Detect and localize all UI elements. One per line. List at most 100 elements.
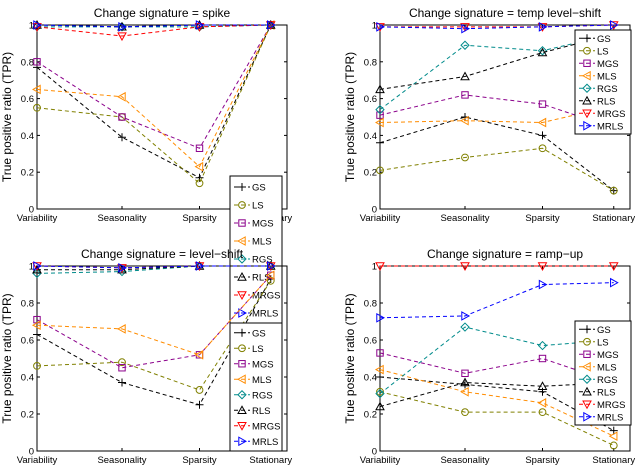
y-tick-label: 0.6 [364,336,377,347]
legend-label: MRLS [597,121,623,132]
legend-box [229,175,283,325]
data-point [460,71,470,81]
data-point [33,362,41,370]
data-point [375,104,385,115]
y-tick-label: 0.2 [21,168,34,179]
data-point [461,380,469,389]
legend-label: MRGS [597,400,626,411]
chart-title: Change signature = temp level−shift [409,6,602,20]
series-ls [376,387,618,450]
legend-marker [583,325,591,334]
series-line [36,24,272,149]
data-point [375,262,385,272]
data-point [610,277,619,288]
legend-marker [237,254,247,264]
data-point [375,401,385,411]
series-line [379,116,615,191]
y-tick-label: 0.2 [364,168,377,179]
x-tick-label: Seasonality [97,455,146,466]
data-point [31,84,41,95]
chart-title: Change signature = level−shift [81,247,244,261]
data-point [32,23,42,32]
data-point [195,20,205,30]
data-point [538,354,547,363]
data-point [538,21,548,32]
data-point [537,398,547,408]
y-tick-label: 0.8 [364,57,377,68]
data-point [376,138,384,147]
x-tick-label: Sparsity [525,455,560,466]
x-tick-label: Variability [17,213,58,224]
data-point [376,21,386,32]
series-line [36,24,272,168]
x-tick-label: Variability [360,455,401,466]
x-tick-label: Seasonality [440,455,489,466]
series-mrls [376,20,619,34]
legend-marker [238,436,248,447]
data-point [537,262,548,272]
legend-marker [238,360,246,368]
plot-area-frame [36,265,288,452]
data-point [195,386,204,394]
data-point [118,263,128,273]
legend-label: MRLS [252,309,278,320]
data-point [194,23,205,32]
data-point [195,179,204,188]
legend-box [229,322,283,452]
legend-label: RGS [252,255,273,266]
legend-marker [238,328,246,337]
data-point [460,40,470,50]
legend-label: LS [597,46,609,57]
legend-label: MGS [252,359,274,370]
legend-label: RLS [252,406,270,417]
legend-marker [238,344,246,353]
data-point [610,20,619,30]
legend-marker [582,386,592,396]
y-tick-label: 1 [372,262,377,273]
data-point [460,322,470,332]
legend-marker [237,271,247,281]
y-tick-label: 0.8 [21,57,34,68]
y-tick-label: 0.8 [364,299,377,310]
legend-marker [236,374,246,385]
legend-marker [583,120,593,131]
chart-title: Change signature = spike [94,6,231,20]
data-point [459,386,469,397]
data-point [538,131,547,140]
series-line [379,24,614,30]
legend-box [574,29,632,135]
chart-panel-4: 0 0.2 0.4 0.6 0.8 1 Variability Seasonality Spar… [343,247,635,466]
series-gs [33,21,275,182]
series-line [379,94,614,129]
legend-label: GS [597,325,611,336]
data-point [461,23,471,34]
data-point [118,133,126,142]
data-point [538,408,547,417]
legend-label: MRGS [252,421,281,432]
data-point [265,270,275,281]
legend-label: MRLS [597,412,623,423]
x-tick-label: Seasonality [440,213,489,224]
legend-marker [237,405,247,414]
data-point [267,20,276,30]
y-tick-label: 0 [29,447,34,458]
y-tick-label: 0.2 [21,410,34,421]
legend-marker [582,109,592,119]
series-line [379,326,614,395]
legend-label: MRLS [252,437,278,448]
legend-marker [237,390,247,400]
data-point [461,153,469,162]
series-line [36,24,272,179]
y-axis-label: True positive ratio (TPR) [343,52,357,182]
series-line [379,282,614,319]
data-point [376,387,384,396]
series-mrls [33,20,276,32]
chart-panel-1: 0 0.2 0.4 0.6 0.8 1 Variability Seasonality Spar… [0,6,292,325]
legend-box [574,320,632,426]
legend-marker [582,400,592,410]
series-rls [32,19,276,31]
y-tick-label: 1 [372,21,377,32]
data-point [118,358,126,367]
